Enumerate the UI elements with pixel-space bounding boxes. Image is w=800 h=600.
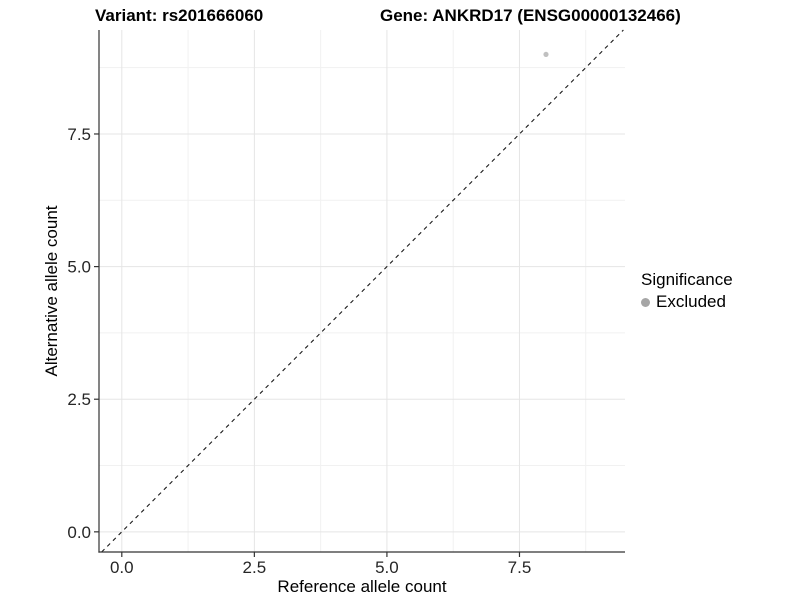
y-tick-label: 2.5 bbox=[67, 390, 91, 409]
legend-title: Significance bbox=[641, 270, 733, 289]
excluded-point-icon bbox=[641, 297, 650, 307]
x-tick-label: 7.5 bbox=[508, 558, 532, 577]
legend: Significance Excluded bbox=[641, 270, 733, 312]
legend-item-label: Excluded bbox=[656, 292, 726, 312]
x-tick-label: 2.5 bbox=[243, 558, 267, 577]
y-tick-label: 0.0 bbox=[67, 523, 91, 542]
identity-dashed-line bbox=[101, 29, 624, 553]
data-point bbox=[543, 51, 549, 58]
gene-title: Gene: ANKRD17 (ENSG00000132466) bbox=[380, 6, 681, 25]
x-axis-title: Reference allele count bbox=[277, 577, 447, 596]
x-tick-label: 5.0 bbox=[375, 558, 399, 577]
y-tick-label: 5.0 bbox=[67, 258, 91, 277]
x-tick-label: 0.0 bbox=[110, 558, 134, 577]
variant-title: Variant: rs201666060 bbox=[95, 6, 264, 25]
y-tick-label: 7.5 bbox=[67, 125, 91, 144]
y-axis-title: Alternative allele count bbox=[42, 205, 61, 377]
legend-item-excluded: Excluded bbox=[641, 292, 733, 312]
